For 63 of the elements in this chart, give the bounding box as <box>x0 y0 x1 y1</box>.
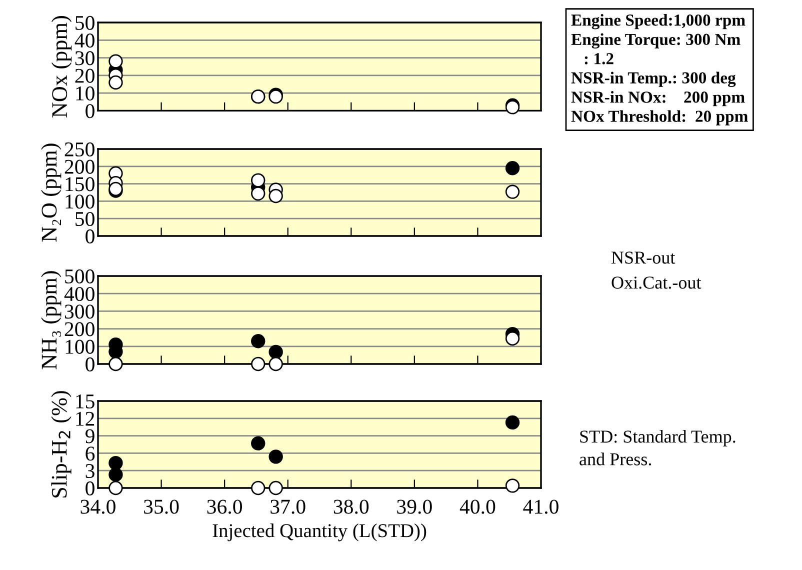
y-tick-label: 50 <box>76 212 94 226</box>
y-tick-label: 100 <box>66 340 94 354</box>
y-tick-label: 0 <box>86 357 94 372</box>
text: STD: Standard Temp. and Press. <box>580 430 736 466</box>
y-axis-title: Slip-H$_{2}$ (%) <box>51 391 72 498</box>
y-tick-label: 100 <box>66 194 94 209</box>
x-tick-label: 38.0 <box>334 500 369 514</box>
point <box>108 356 123 372</box>
y-axis-title: N₂O (ppm) <box>41 144 62 242</box>
point <box>251 173 266 188</box>
x-tick-label: 37.0 <box>270 500 306 514</box>
text: Engine Speed:1,000 rpm Engine Torque: 300 Nm : 1.2 NSR-in Temp.: 300 deg NSR-in NOx: 200 ppm NOx Threshold: 20 ppm <box>571 14 748 126</box>
point <box>251 186 266 201</box>
point <box>505 331 520 346</box>
y-tick-label: 15 <box>76 394 94 408</box>
y-tick-label: 6 <box>86 446 95 461</box>
y-tick-label: 200 <box>64 322 94 336</box>
point <box>251 480 266 496</box>
y-tick-label: 10 <box>76 86 94 100</box>
point <box>505 478 520 493</box>
y-tick-label: 500 <box>65 269 94 284</box>
y-tick-label: 30 <box>75 51 94 66</box>
text: NSR-out <box>612 252 676 264</box>
x-tick-label: 41.0 <box>523 500 558 514</box>
point <box>505 161 520 176</box>
y-axis-title: NOx (ppm) <box>51 16 72 118</box>
point <box>268 188 283 204</box>
y-tick-label: 400 <box>64 286 94 302</box>
y-tick-label: 0 <box>86 481 94 496</box>
x-tick-label: 34.0 <box>80 500 116 514</box>
y-tick-label: 200 <box>64 160 94 174</box>
point <box>505 184 520 199</box>
y-tick-label: 20 <box>75 68 94 83</box>
point <box>251 334 266 348</box>
y-tick-label: 0 <box>86 104 94 118</box>
x-tick-label: 39.0 <box>397 500 432 514</box>
point <box>108 480 123 496</box>
y-tick-label: 12 <box>76 412 94 426</box>
point <box>108 54 123 68</box>
point <box>108 468 123 482</box>
text: Oxi.Cat.-out <box>612 276 702 289</box>
x-tick-label: 35.0 <box>144 500 179 514</box>
point <box>268 344 283 360</box>
y-axis-title: NH₃ (ppm) <box>41 271 62 370</box>
y-tick-label: 300 <box>64 304 94 319</box>
point <box>505 415 520 430</box>
y-tick-label: 0 <box>86 229 94 244</box>
point <box>268 356 283 372</box>
point <box>108 75 123 90</box>
point <box>108 456 123 470</box>
point <box>268 450 283 464</box>
y-tick-label: 9 <box>85 429 94 444</box>
y-tick-label: 40 <box>74 34 94 48</box>
point <box>251 356 266 372</box>
y-tick-label: 50 <box>76 16 94 30</box>
y-tick-label: 250 <box>64 142 94 156</box>
x-tick-label: 36.0 <box>207 500 242 514</box>
x-tick-label: 40.0 <box>460 500 496 514</box>
y-tick-label: 3 <box>86 464 94 478</box>
y-tick-label: 150 <box>66 177 94 192</box>
point <box>268 480 283 496</box>
point <box>251 436 266 450</box>
x-axis-title: Injected Quantity (L(STD)) <box>212 524 426 542</box>
